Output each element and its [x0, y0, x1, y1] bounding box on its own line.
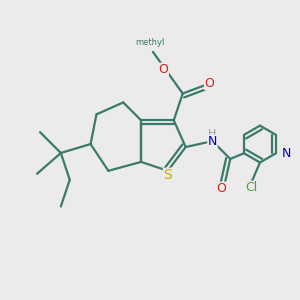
Text: N: N [208, 135, 217, 148]
Text: methyl: methyl [135, 38, 165, 47]
Text: O: O [216, 182, 226, 195]
Text: Cl: Cl [245, 181, 257, 194]
Text: N: N [282, 147, 291, 160]
Text: O: O [205, 76, 214, 90]
Text: H: H [208, 129, 217, 139]
Text: S: S [164, 168, 172, 182]
Text: O: O [158, 63, 168, 76]
